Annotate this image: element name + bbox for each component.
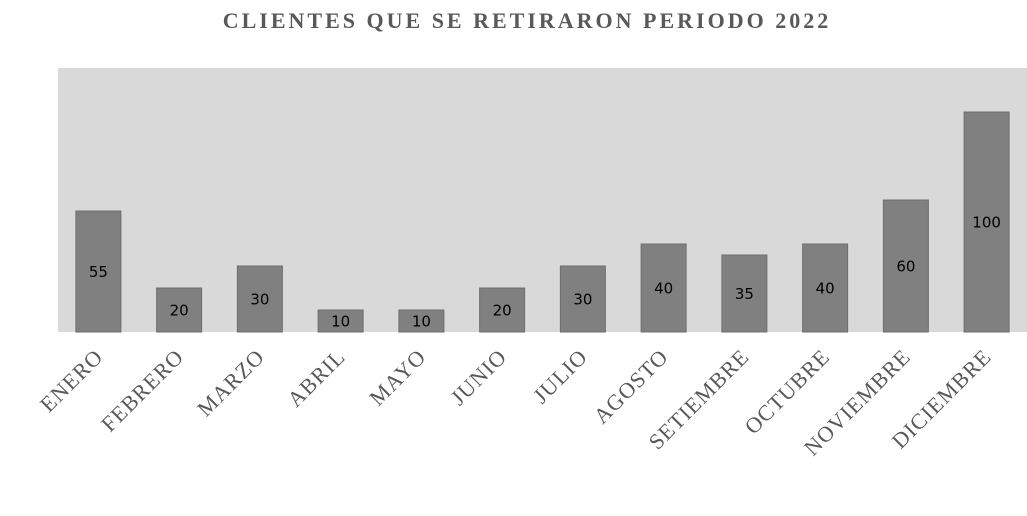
value-label: 30 — [573, 291, 592, 309]
value-label: 10 — [331, 313, 350, 331]
value-label: 20 — [493, 302, 512, 320]
bar — [75, 210, 122, 333]
x-tick-label: AGOSTO — [588, 344, 673, 429]
bar — [479, 287, 526, 333]
chart-title: CLIENTES QUE SE RETIRARON PERIODO 2022 — [223, 8, 831, 33]
bar — [236, 265, 283, 333]
value-label: 40 — [654, 280, 673, 298]
bar — [156, 287, 203, 333]
bar — [882, 199, 929, 333]
value-label: 55 — [89, 263, 108, 281]
value-label: 35 — [735, 285, 754, 303]
bar — [963, 111, 1010, 333]
bar — [721, 254, 768, 333]
x-tick-label: FEBRERO — [96, 344, 189, 437]
bar — [398, 309, 445, 333]
x-tick-label: ENERO — [35, 344, 108, 417]
plot-area — [58, 68, 1027, 332]
value-label: 20 — [170, 302, 189, 320]
x-tick-label: JULIO — [528, 344, 592, 408]
value-label: 30 — [250, 291, 269, 309]
x-tick-label: JUNIO — [446, 344, 512, 410]
bar — [802, 243, 849, 333]
bar — [317, 309, 364, 333]
value-label: 100 — [972, 214, 1001, 232]
bar — [559, 265, 606, 333]
bar — [640, 243, 687, 333]
x-tick-label: MARZO — [192, 344, 269, 421]
x-tick-label: ABRIL — [282, 344, 350, 412]
x-tick-label: MAYO — [364, 344, 431, 411]
value-label: 10 — [412, 313, 431, 331]
value-label: 40 — [816, 280, 835, 298]
value-label: 60 — [896, 258, 915, 276]
